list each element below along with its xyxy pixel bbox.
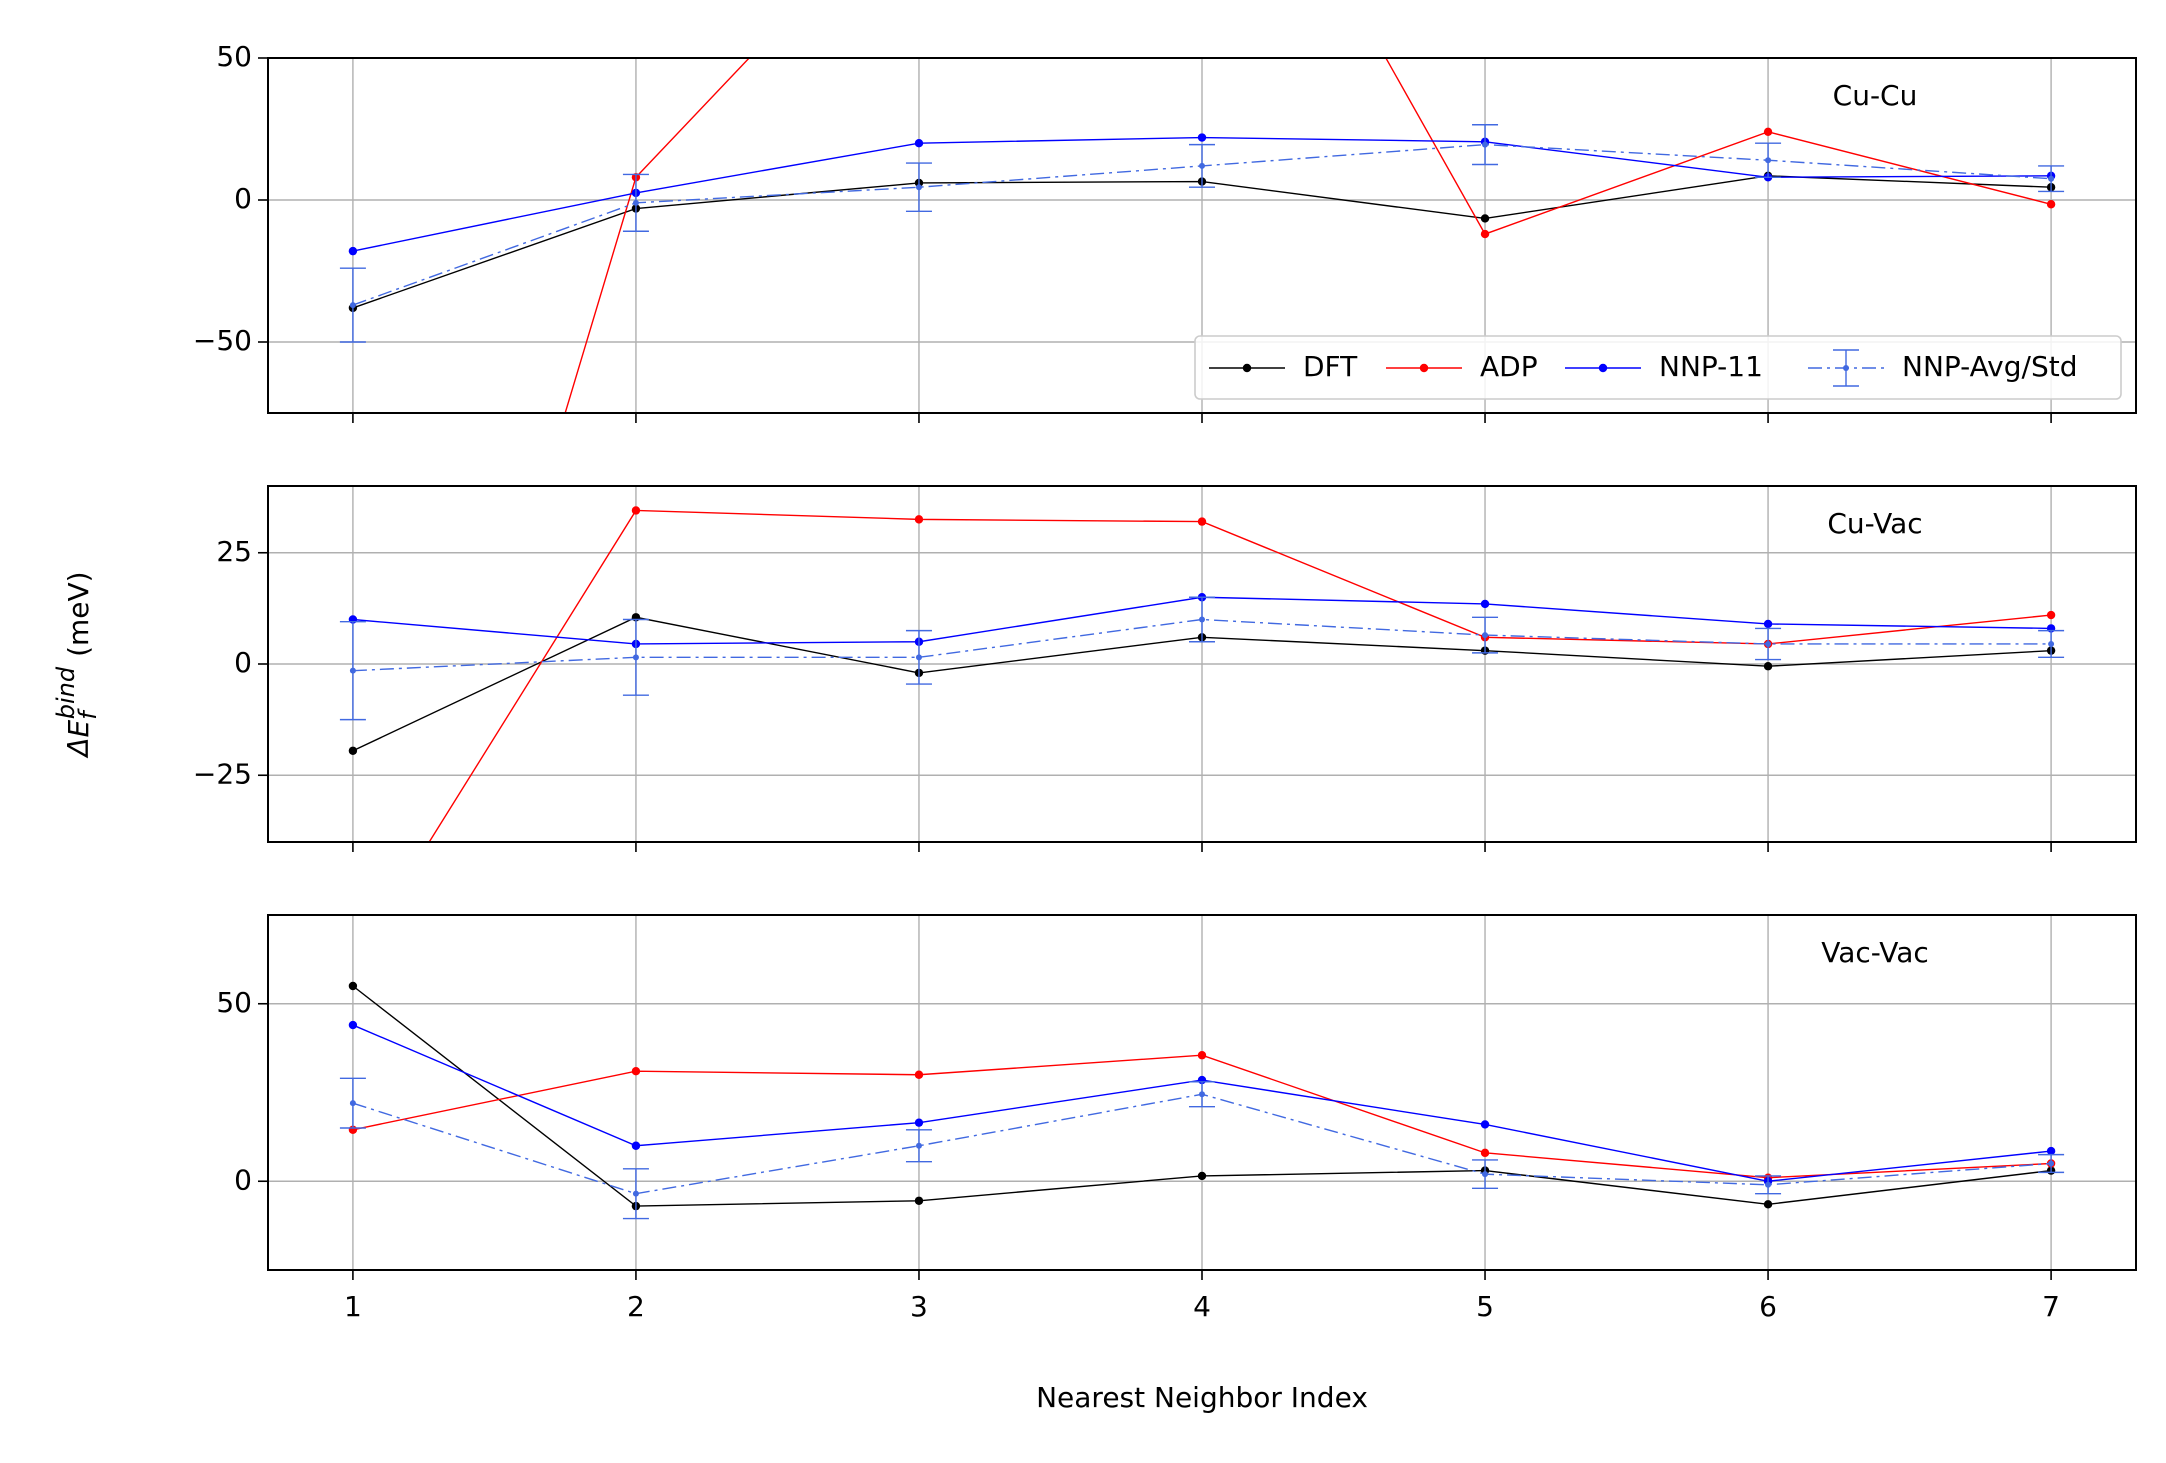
marker xyxy=(914,1118,924,1127)
x-tick-label: 2 xyxy=(627,1290,645,1323)
marker xyxy=(915,1142,922,1149)
marker xyxy=(1199,1091,1205,1098)
y-tick-label: 0 xyxy=(234,182,252,215)
x-tick-label: 5 xyxy=(1476,1290,1494,1323)
y-tick-label: 50 xyxy=(216,986,252,1019)
marker xyxy=(1199,616,1205,623)
marker xyxy=(631,506,641,515)
legend-marker xyxy=(1598,363,1608,373)
subplot: −50 0 50 Cu-Cu DFT ADP NNP-11 NNP-Avg/Std xyxy=(193,40,2137,423)
y-tick-label: 0 xyxy=(234,646,252,679)
x-tick-label: 6 xyxy=(1759,1290,1777,1323)
panel-label: Cu-Cu xyxy=(1833,79,1918,112)
marker xyxy=(2048,175,2055,182)
x-tick-label: 1 xyxy=(344,1290,362,1323)
marker xyxy=(915,184,922,191)
legend-label: DFT xyxy=(1303,350,1358,383)
legend-box xyxy=(1194,335,2122,400)
marker xyxy=(1197,1171,1207,1181)
marker xyxy=(2046,200,2056,209)
marker xyxy=(349,1100,356,1107)
marker xyxy=(1763,1200,1773,1209)
x-axis-label: Nearest Neighbor Index xyxy=(1036,1381,1368,1414)
legend-marker xyxy=(1419,363,1429,373)
subplot: 1 2 3 4 5 6 7 0 50 Vac-Vac Nearest Neighbor Index xyxy=(216,914,2137,1414)
marker xyxy=(349,302,356,309)
marker xyxy=(2048,640,2055,647)
marker xyxy=(348,1020,358,1030)
marker xyxy=(1480,1120,1490,1129)
marker xyxy=(1480,599,1490,609)
y-axis-label: ΔEfbind(meV) xyxy=(52,571,102,758)
series-group xyxy=(339,58,2065,413)
y-label-sup: bind xyxy=(52,666,80,719)
panel-label: Vac-Vac xyxy=(1821,936,1929,969)
legend-label: NNP-11 xyxy=(1659,350,1763,383)
marker xyxy=(1197,517,1207,526)
y-tick-label: 0 xyxy=(234,1163,252,1196)
y-tick-label: −50 xyxy=(193,324,252,357)
marker xyxy=(915,654,922,661)
marker xyxy=(632,199,639,206)
legend: DFT ADP NNP-11 NNP-Avg/Std xyxy=(1194,335,2122,400)
marker xyxy=(1765,157,1772,164)
marker xyxy=(914,1196,924,1205)
panel-label: Cu-Vac xyxy=(1827,507,1922,540)
marker xyxy=(632,654,639,661)
marker xyxy=(1482,632,1489,639)
marker xyxy=(1482,1171,1489,1178)
y-tick-label: −25 xyxy=(193,757,252,790)
marker xyxy=(914,1070,924,1079)
y-label-unit: (meV) xyxy=(62,571,95,657)
marker xyxy=(1199,162,1205,169)
marker xyxy=(632,1190,639,1197)
axes-frame xyxy=(267,914,2137,1271)
marker xyxy=(1763,662,1773,671)
marker xyxy=(1480,229,1490,239)
y-label-base: ΔE xyxy=(62,719,95,758)
axes-frame xyxy=(267,57,2137,414)
marker xyxy=(349,667,356,674)
marker xyxy=(1765,1181,1772,1188)
marker xyxy=(1765,640,1772,647)
marker xyxy=(1482,141,1489,148)
marker xyxy=(2046,1146,2056,1156)
marker xyxy=(1197,1051,1207,1060)
legend-marker xyxy=(1242,363,1252,373)
series-group xyxy=(339,981,2065,1220)
marker xyxy=(348,246,358,256)
y-tick-label: 25 xyxy=(216,535,252,568)
series-group xyxy=(339,506,2065,842)
axes-frame xyxy=(267,485,2137,843)
legend-label: ADP xyxy=(1480,350,1538,383)
marker xyxy=(1197,133,1207,142)
marker xyxy=(1480,214,1490,223)
marker xyxy=(631,1141,641,1150)
legend-label: NNP-Avg/Std xyxy=(1902,350,2077,383)
x-tick-label: 4 xyxy=(1193,1290,1211,1323)
marker xyxy=(914,515,924,524)
y-tick-label: 50 xyxy=(216,40,252,73)
marker xyxy=(631,1067,641,1076)
x-tick-label: 3 xyxy=(910,1290,928,1323)
marker xyxy=(2048,1160,2055,1167)
marker xyxy=(348,981,358,991)
marker xyxy=(348,746,358,755)
marker xyxy=(1763,619,1773,629)
marker xyxy=(914,139,924,148)
marker xyxy=(1480,1148,1490,1158)
marker xyxy=(1763,127,1773,137)
x-tick-label: 7 xyxy=(2042,1290,2060,1323)
marker xyxy=(2046,610,2056,620)
